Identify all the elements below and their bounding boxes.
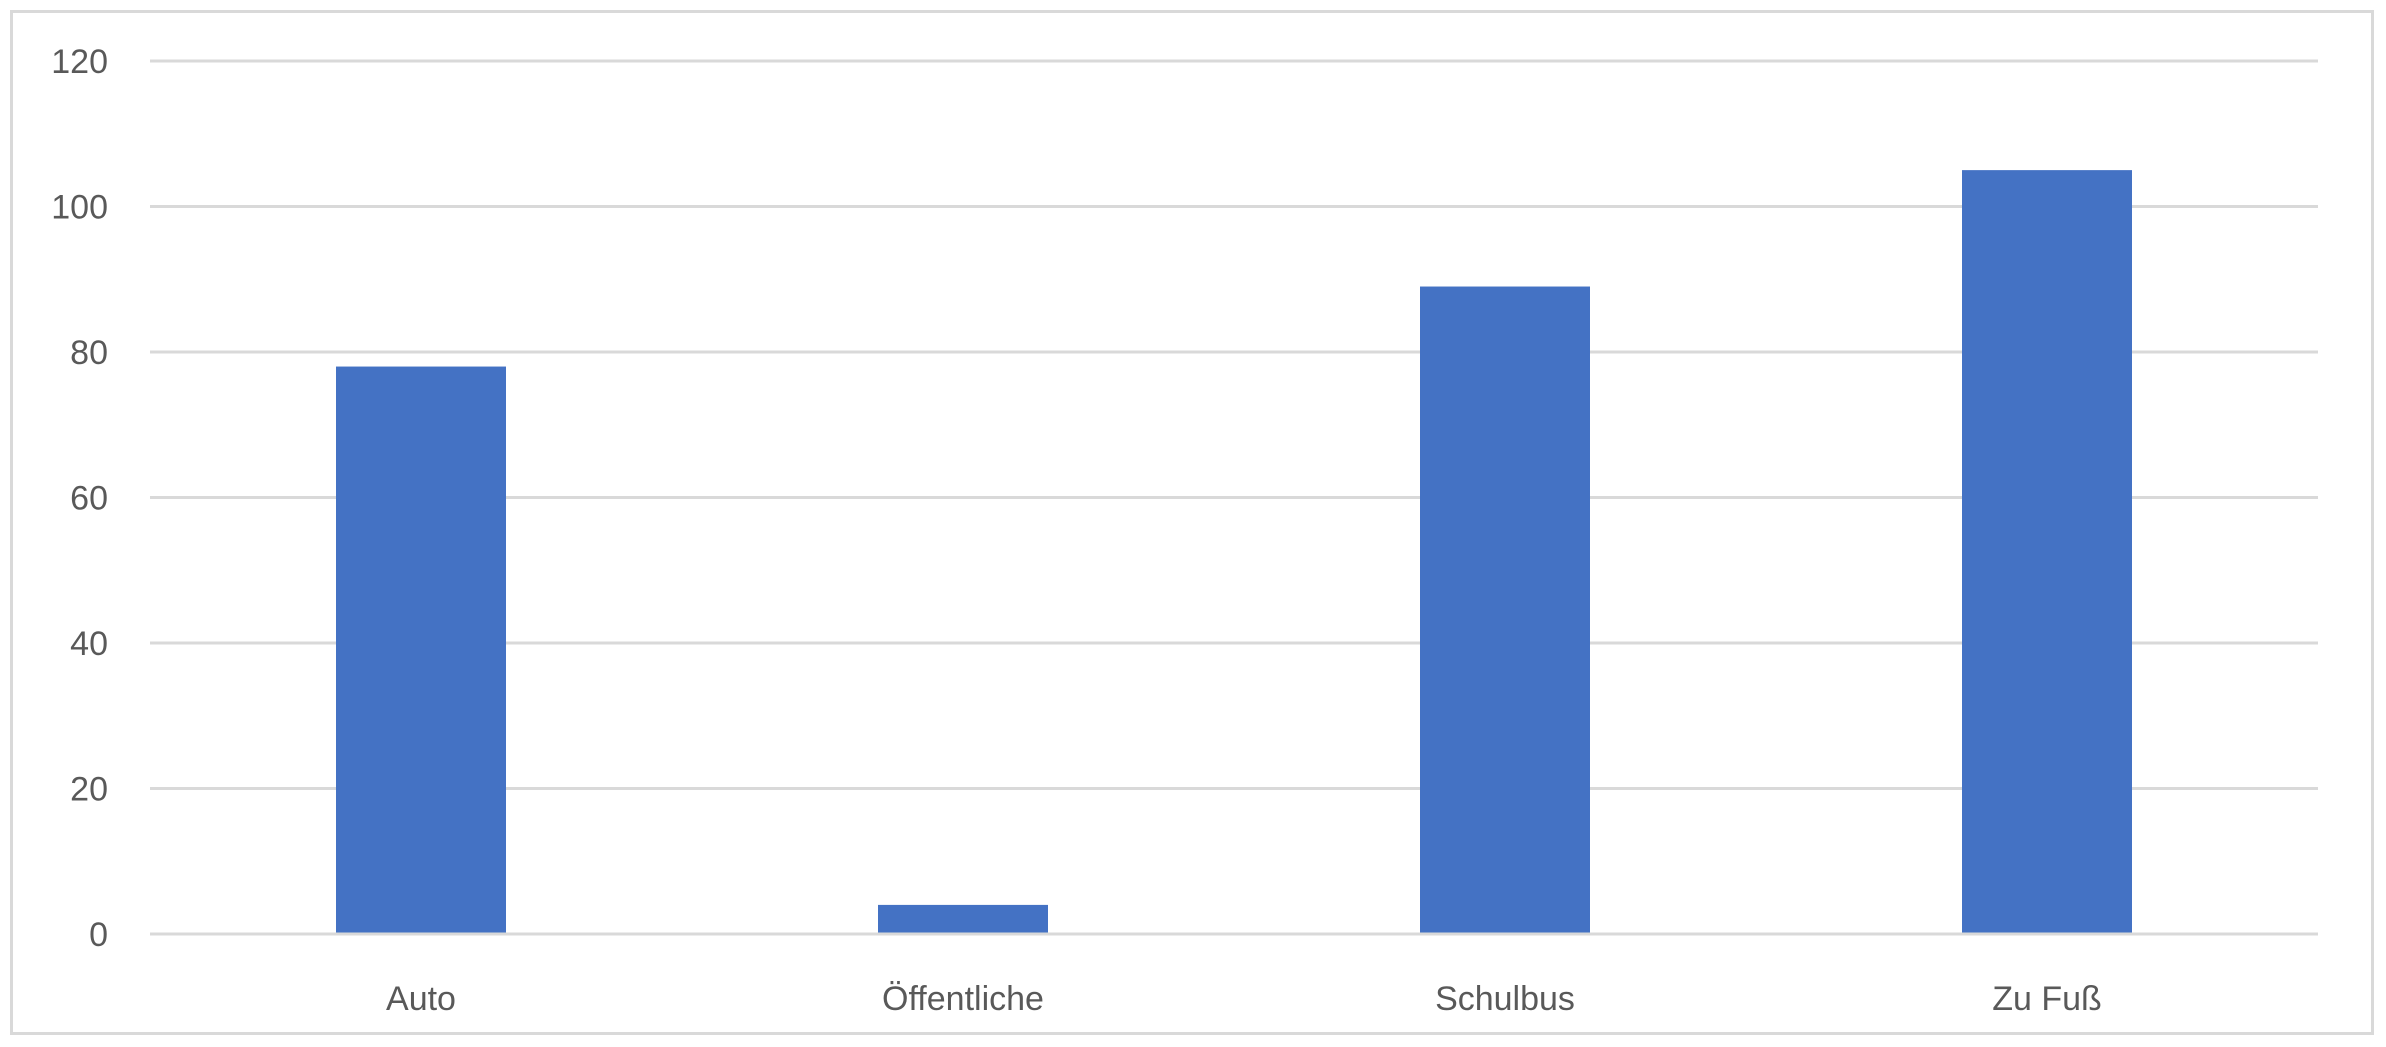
bar-auto [336,366,506,934]
y-tick-label: 80 [70,334,108,372]
bars [336,170,2132,934]
bar-zu-fuß [1962,170,2132,934]
y-tick-labels: 0 20 40 60 80 100 120 [51,43,108,954]
y-tick-label: 20 [70,771,108,809]
x-tick-label: Zu Fuß [1992,980,2102,1018]
x-tick-label: Öffentliche [882,980,1044,1018]
x-tick-labels: Auto Öffentliche Schulbus Zu Fuß [386,980,2102,1018]
y-tick-label: 120 [51,43,108,81]
y-tick-label: 100 [51,189,108,227]
y-tick-label: 40 [70,625,108,663]
x-tick-label: Auto [386,980,456,1018]
x-tick-label: Schulbus [1435,980,1575,1018]
y-tick-label: 0 [89,916,108,954]
gridlines [150,59,2318,790]
bar-schulbus [1420,286,1590,934]
bar-öffentliche [878,904,1048,934]
y-tick-label: 60 [70,480,108,518]
